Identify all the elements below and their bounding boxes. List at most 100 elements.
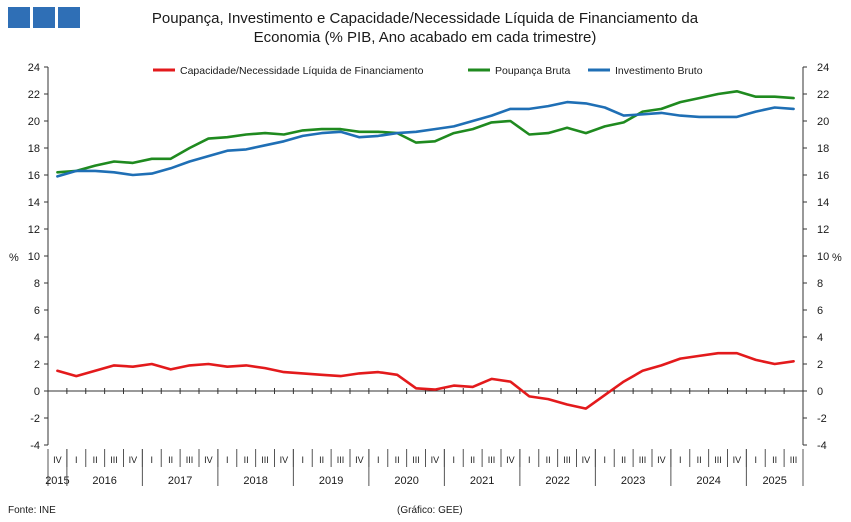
x-quarter-label: III xyxy=(412,455,420,465)
y-tick-label-right: 8 xyxy=(817,278,823,290)
y-axis-label-left: % xyxy=(9,252,19,264)
chart-credit: (Gráfico: GEE) xyxy=(397,505,463,516)
y-tick-label-left: 20 xyxy=(28,116,40,128)
series-line-investimento xyxy=(56,100,795,178)
x-quarter-label: II xyxy=(319,455,324,465)
brand-square-1 xyxy=(8,7,30,28)
x-quarter-label: II xyxy=(546,455,551,465)
x-quarter-label: III xyxy=(488,455,496,465)
y-tick-label-left: 16 xyxy=(28,170,40,182)
y-tick-label-right: 6 xyxy=(817,305,823,317)
x-quarter-label: IV xyxy=(53,455,62,465)
x-year-label: 2016 xyxy=(92,475,116,487)
x-quarter-label: I xyxy=(453,455,456,465)
series-lines xyxy=(56,90,795,410)
x-quarter-label: I xyxy=(377,455,380,465)
y-tick-label-right: 2 xyxy=(817,359,823,371)
brand-square-3 xyxy=(58,7,80,28)
x-year-label: 2024 xyxy=(696,475,720,487)
chart-title: Poupança, Investimento e Capacidade/Nece… xyxy=(60,9,790,47)
y-tick-label-left: 2 xyxy=(34,359,40,371)
legend-label-investimento: Investimento Bruto xyxy=(615,65,703,77)
x-quarter-label: II xyxy=(697,455,702,465)
y-axis-label-right: % xyxy=(832,252,842,264)
y-tick-label-right: 12 xyxy=(817,224,829,236)
x-quarter-label: III xyxy=(714,455,722,465)
x-quarter-label: I xyxy=(226,455,229,465)
x-quarter-label: II xyxy=(244,455,249,465)
x-quarter-label: I xyxy=(75,455,78,465)
x-year-label: 2019 xyxy=(319,475,343,487)
x-quarter-label: I xyxy=(151,455,154,465)
brand-square-2 xyxy=(33,7,55,28)
x-quarter-label: I xyxy=(302,455,305,465)
y-tick-label-right: -4 xyxy=(817,440,827,452)
x-quarter-label: I xyxy=(755,455,758,465)
legend: Capacidade/Necessidade Líquida de Financ… xyxy=(153,65,703,77)
y-tick-label-left: -2 xyxy=(30,413,40,425)
x-quarter-label: III xyxy=(186,455,194,465)
x-quarter-label: II xyxy=(470,455,475,465)
x-quarter-label: III xyxy=(261,455,269,465)
x-year-label: 2022 xyxy=(545,475,569,487)
x-year-label: 2025 xyxy=(762,475,786,487)
y-tick-label-right: 4 xyxy=(817,332,823,344)
y-tick-label-left: 12 xyxy=(28,224,40,236)
y-tick-label-right: 16 xyxy=(817,170,829,182)
y-tick-label-right: 18 xyxy=(817,143,829,155)
y-tick-label-right: 0 xyxy=(817,386,823,398)
y-tick-label-left: 4 xyxy=(34,332,40,344)
y-tick-label-left: 18 xyxy=(28,143,40,155)
source-note: Fonte: INE xyxy=(8,505,56,516)
y-tick-label-left: -4 xyxy=(30,440,40,452)
x-quarter-label: I xyxy=(679,455,682,465)
chart-title-line-2: Economia (% PIB, Ano acabado em cada tri… xyxy=(253,29,597,46)
x-quarter-label: II xyxy=(395,455,400,465)
x-quarter-label: III xyxy=(110,455,118,465)
x-quarter-label: II xyxy=(168,455,173,465)
legend-label-capacidade: Capacidade/Necessidade Líquida de Financ… xyxy=(180,65,424,77)
x-quarter-label: IV xyxy=(280,455,289,465)
x-quarter-label: IV xyxy=(506,455,515,465)
x-year-label: 2020 xyxy=(394,475,418,487)
series-line-poupanca xyxy=(56,90,795,174)
series-line-capacidade xyxy=(56,351,795,410)
x-quarter-label: III xyxy=(337,455,345,465)
y-tick-label-right: 22 xyxy=(817,89,829,101)
y-tick-label-right: 10 xyxy=(817,251,829,263)
y-tick-label-right: 20 xyxy=(817,116,829,128)
x-quarter-label: I xyxy=(528,455,531,465)
y-tick-label-right: -2 xyxy=(817,413,827,425)
x-quarter-label: IV xyxy=(204,455,213,465)
x-quarter-label: II xyxy=(772,455,777,465)
x-year-label: 2023 xyxy=(621,475,645,487)
x-quarter-label: III xyxy=(790,455,798,465)
x-year-label: 2021 xyxy=(470,475,494,487)
x-quarter-label: I xyxy=(604,455,607,465)
x-quarter-label: IV xyxy=(733,455,742,465)
x-axis: IV I II III IV I II III IV I II III IV I II III IV I II III… xyxy=(45,388,804,487)
x-year-label: 2017 xyxy=(168,475,192,487)
x-quarter-label: III xyxy=(639,455,647,465)
y-tick-label-left: 14 xyxy=(28,197,40,209)
y-tick-label-left: 6 xyxy=(34,305,40,317)
x-quarter-label: IV xyxy=(129,455,138,465)
x-quarter-label: IV xyxy=(657,455,666,465)
x-quarter-label: IV xyxy=(431,455,440,465)
x-year-label: 2018 xyxy=(243,475,267,487)
y-tick-label-right: 24 xyxy=(817,62,829,74)
y-tick-label-left: 10 xyxy=(28,251,40,263)
y-tick-label-left: 22 xyxy=(28,89,40,101)
legend-label-poupanca: Poupança Bruta xyxy=(495,65,570,77)
x-quarter-label: III xyxy=(563,455,571,465)
x-quarter-label: II xyxy=(621,455,626,465)
x-quarter-label: II xyxy=(93,455,98,465)
x-quarter-label: IV xyxy=(355,455,364,465)
x-year-label: 2015 xyxy=(45,475,69,487)
chart-title-line-1: Poupança, Investimento e Capacidade/Nece… xyxy=(151,10,699,27)
brand-logo xyxy=(8,7,80,28)
y-tick-label-right: 14 xyxy=(817,197,829,209)
y-tick-label-left: 8 xyxy=(34,278,40,290)
